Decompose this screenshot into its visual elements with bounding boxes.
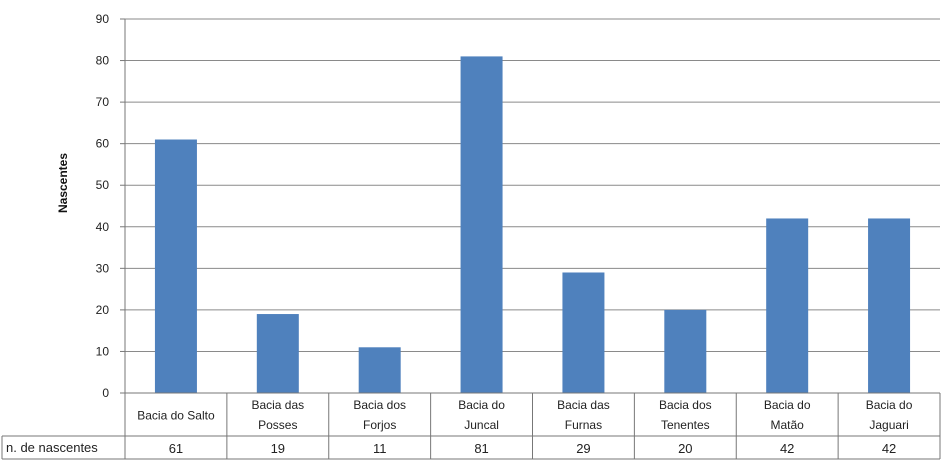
y-tick-label: 10 <box>96 344 110 358</box>
bar <box>358 347 401 393</box>
y-tick-label: 80 <box>96 54 110 68</box>
category-label: Tenentes <box>661 418 710 432</box>
data-label: 11 <box>373 441 387 456</box>
bar <box>664 309 707 393</box>
bar <box>460 56 503 394</box>
y-axis: 0 10 20 30 40 50 60 70 80 90 <box>96 12 126 400</box>
y-tick-label: 70 <box>96 95 110 109</box>
category-label: Bacia do Salto <box>137 409 215 423</box>
y-tick-label: 40 <box>96 220 110 234</box>
y-tick-label: 20 <box>96 303 110 317</box>
category-label: Bacia do <box>764 398 811 412</box>
y-tick-label: 90 <box>96 12 110 26</box>
data-label: 42 <box>882 441 896 456</box>
data-label: 42 <box>780 441 794 456</box>
category-label: Matão <box>771 418 805 432</box>
data-label: 81 <box>474 441 488 456</box>
data-label: 29 <box>576 441 590 456</box>
bar <box>562 272 605 393</box>
category-label: Jaguari <box>869 418 908 432</box>
bar <box>154 139 197 393</box>
y-tick-label: 0 <box>102 386 109 400</box>
category-label: Forjos <box>363 418 396 432</box>
data-label: 61 <box>169 441 183 456</box>
y-axis-label: Nascentes <box>56 153 70 213</box>
category-label: Juncal <box>464 418 499 432</box>
category-label: Bacia do <box>458 398 505 412</box>
y-tick-label: 60 <box>96 137 110 151</box>
bar <box>868 218 911 393</box>
category-label: Bacia do <box>866 398 913 412</box>
y-tick-label: 30 <box>96 261 110 275</box>
bars <box>154 56 911 394</box>
bar <box>766 218 809 393</box>
y-tick-label: 50 <box>96 178 110 192</box>
series-label: n. de nascentes <box>6 440 98 455</box>
category-label: Bacia dos <box>659 398 712 412</box>
data-table: n. de nascentes Bacia do Salto 61 Bacia das… <box>1 392 941 460</box>
category-label: Furnas <box>565 418 602 432</box>
gridlines <box>125 18 940 394</box>
category-label: Bacia dos <box>353 398 406 412</box>
category-label: Posses <box>258 418 297 432</box>
category-label: Bacia das <box>557 398 610 412</box>
bar <box>256 314 299 393</box>
category-label: Bacia das <box>251 398 304 412</box>
data-label: 20 <box>678 441 692 456</box>
data-label: 19 <box>271 441 285 456</box>
